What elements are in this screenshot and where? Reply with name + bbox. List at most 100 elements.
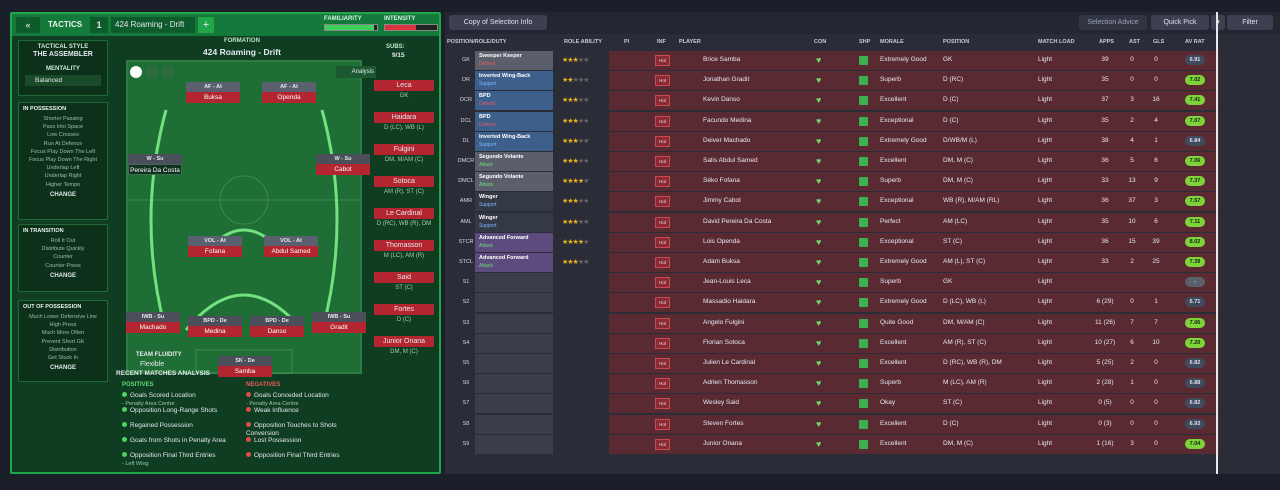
table-row[interactable]: DL Inverted Wing-Back Support ★★★★★ Hol Deive… <box>445 131 1280 152</box>
tactic-select[interactable]: 424 Roaming - Drift <box>111 17 195 33</box>
sub-player-name[interactable]: Said <box>374 272 434 283</box>
sub-player-name[interactable]: Fortes <box>374 304 434 315</box>
column-header[interactable]: SHP <box>859 39 871 45</box>
sub-player[interactable]: Sotoca AM (R), ST (C) <box>374 176 434 195</box>
pitch-position[interactable]: IWB - Su Machado <box>126 312 180 333</box>
table-row[interactable]: S6 Hol Adrien Thomasson ♥ Superb M (LC), AM (… <box>445 374 1280 394</box>
player-name[interactable]: Kevin Danso <box>703 96 740 104</box>
table-row[interactable]: STCL Advanced Forward Attack ★★★★★ Hol Adam B… <box>445 253 1280 273</box>
add-tactic-button[interactable]: + <box>198 17 214 33</box>
pitch-position[interactable]: BPD - De Medina <box>188 316 242 337</box>
position-player[interactable]: Gradit <box>312 322 366 333</box>
role-cell[interactable]: Segundo Volante Attack <box>475 172 553 192</box>
role-cell[interactable]: Advanced Forward Attack <box>475 253 553 272</box>
table-row[interactable]: DCR BPD Defend ★★★★★ Hol Kevin Danso ♥ Excellen… <box>445 91 1280 111</box>
table-row[interactable]: S1 Hol Jean-Louis Leca ♥ Superb GK Light - <box>445 273 1280 293</box>
sub-player[interactable]: Said ST (C) <box>374 272 434 291</box>
position-role[interactable]: AF - At <box>186 82 240 92</box>
pitch-position[interactable]: W - Su Pereira Da Costa <box>128 154 182 175</box>
tactic-slot[interactable]: 1 <box>90 17 108 33</box>
position-role[interactable]: AF - At <box>262 82 316 92</box>
sub-player[interactable]: Le Cardinal D (RC), WB (R), DM <box>374 208 434 227</box>
sub-player[interactable]: Thomasson M (LC), AM (R) <box>374 240 434 259</box>
role-cell[interactable] <box>475 434 553 454</box>
column-header[interactable]: GLS <box>1153 39 1165 45</box>
column-header[interactable]: POSITION/ROLE/DUTY <box>447 39 507 45</box>
sub-player-name[interactable]: Thomasson <box>374 240 434 251</box>
position-player[interactable]: Machado <box>126 322 180 333</box>
role-cell[interactable]: Advanced Forward Attack <box>475 232 553 252</box>
role-cell[interactable] <box>475 394 553 414</box>
view-select[interactable]: Copy of Selection Info <box>449 15 547 30</box>
column-header[interactable]: PLAYER <box>679 39 701 45</box>
sub-player-name[interactable]: Leca <box>374 80 434 91</box>
column-header[interactable]: MATCH LOAD <box>1038 39 1075 45</box>
pitch-position[interactable]: BPD - De Danso <box>250 316 304 337</box>
table-row[interactable]: S2 Hol Massadio Haidara ♥ Extremely Good D (L… <box>445 293 1280 313</box>
role-cell[interactable]: BPD Defend <box>475 111 553 131</box>
position-role[interactable]: IWB - Su <box>126 312 180 322</box>
table-row[interactable]: DMCL Segundo Volante Attack ★★★★★ Hol Séko Fo… <box>445 172 1280 192</box>
position-role[interactable]: IWB - Su <box>312 312 366 322</box>
position-role[interactable]: VOL - At <box>188 236 242 246</box>
pitch-position[interactable]: W - Su Cabot <box>316 154 370 175</box>
sub-player[interactable]: Junior Onana DM, M (C) <box>374 336 434 355</box>
table-row[interactable]: S4 Hol Florian Sotoca ♥ Excellent AM (R), ST … <box>445 333 1280 354</box>
table-row[interactable]: AML Winger Support ★★★★★ Hol David Pereira Da… <box>445 212 1280 233</box>
column-header[interactable]: CON <box>814 39 827 45</box>
table-row[interactable]: S7 Hol Wesley Said ♥ Okay ST (C) Light 0 (5) 0 0 6… <box>445 394 1280 414</box>
role-cell[interactable] <box>475 374 553 394</box>
sub-player-name[interactable]: Sotoca <box>374 176 434 187</box>
sub-player[interactable]: Fulgini DM, M/AM (C) <box>374 144 434 163</box>
pitch-position[interactable]: VOL - At Abdul Samed <box>264 236 318 257</box>
role-cell[interactable] <box>475 313 553 333</box>
position-role[interactable]: SK - De <box>218 356 272 366</box>
sub-player[interactable]: Leca GK <box>374 80 434 99</box>
out-possession-change-button[interactable]: CHANGE <box>49 365 76 372</box>
role-cell[interactable] <box>475 414 553 434</box>
player-name[interactable]: Séko Fofana <box>703 177 740 185</box>
position-role[interactable]: W - Su <box>128 154 182 164</box>
role-cell[interactable] <box>475 273 553 293</box>
position-role[interactable]: BPD - De <box>188 316 242 326</box>
player-name[interactable]: Jean-Louis Leca <box>703 278 751 286</box>
role-cell[interactable]: Sweeper Keeper Defend <box>475 51 553 70</box>
in-possession-change-button[interactable]: CHANGE <box>49 191 76 198</box>
list-icon[interactable] <box>162 66 174 78</box>
role-cell[interactable]: Winger Support <box>475 192 553 212</box>
quick-pick-button[interactable]: Quick Pick <box>1151 15 1209 30</box>
table-row[interactable]: STCR Advanced Forward Attack ★★★★★ Hol Lois O… <box>445 232 1280 253</box>
player-name[interactable]: Adam Buksa <box>703 258 740 265</box>
column-header[interactable]: AST <box>1129 39 1140 45</box>
player-name[interactable]: Julien Le Cardinal <box>703 359 756 366</box>
table-row[interactable]: S5 Hol Julien Le Cardinal ♥ Excellent D (RC),… <box>445 354 1280 374</box>
role-cell[interactable] <box>475 333 553 353</box>
position-player[interactable]: Fofana <box>188 246 242 257</box>
role-cell[interactable]: Inverted Wing-Back Support <box>475 71 553 91</box>
role-cell[interactable]: BPD Defend <box>475 91 553 111</box>
player-name[interactable]: Massadio Haidara <box>703 298 756 306</box>
sub-player[interactable]: Haidara D (LC), WB (L) <box>374 112 434 131</box>
position-player[interactable]: Buksa <box>186 92 240 103</box>
column-header[interactable]: PI <box>624 39 630 45</box>
tactical-style-box[interactable]: TACTICAL STYLE THE ASSEMBLER MENTALITY B… <box>18 40 108 96</box>
position-role[interactable]: W - Su <box>316 154 370 164</box>
mentality-select[interactable]: Balanced <box>25 75 101 86</box>
role-cell[interactable] <box>475 354 553 373</box>
pitch-position[interactable]: AF - At Buksa <box>186 82 240 103</box>
column-header[interactable]: AV RAT <box>1185 39 1205 45</box>
column-header[interactable]: INF <box>657 39 666 45</box>
in-transition-change-button[interactable]: CHANGE <box>49 272 76 279</box>
sub-player-name[interactable]: Fulgini <box>374 144 434 155</box>
analysis-button[interactable]: Analysis <box>336 66 376 78</box>
chart-icon[interactable] <box>146 66 158 78</box>
player-name[interactable]: Adrien Thomasson <box>703 379 758 387</box>
info-icon[interactable] <box>130 66 142 78</box>
table-row[interactable]: GK Sweeper Keeper Defend ★★★★★ Hol Brice Samb… <box>445 51 1280 71</box>
table-row[interactable]: DR Inverted Wing-Back Support ★★★★★ Hol Jonat… <box>445 71 1280 91</box>
collapse-button[interactable]: « <box>16 17 40 33</box>
sub-player-name[interactable]: Junior Onana <box>374 336 434 347</box>
position-player[interactable]: Medina <box>188 326 242 337</box>
player-name[interactable]: Jimmy Cabot <box>703 197 741 205</box>
position-role[interactable]: BPD - De <box>250 316 304 326</box>
